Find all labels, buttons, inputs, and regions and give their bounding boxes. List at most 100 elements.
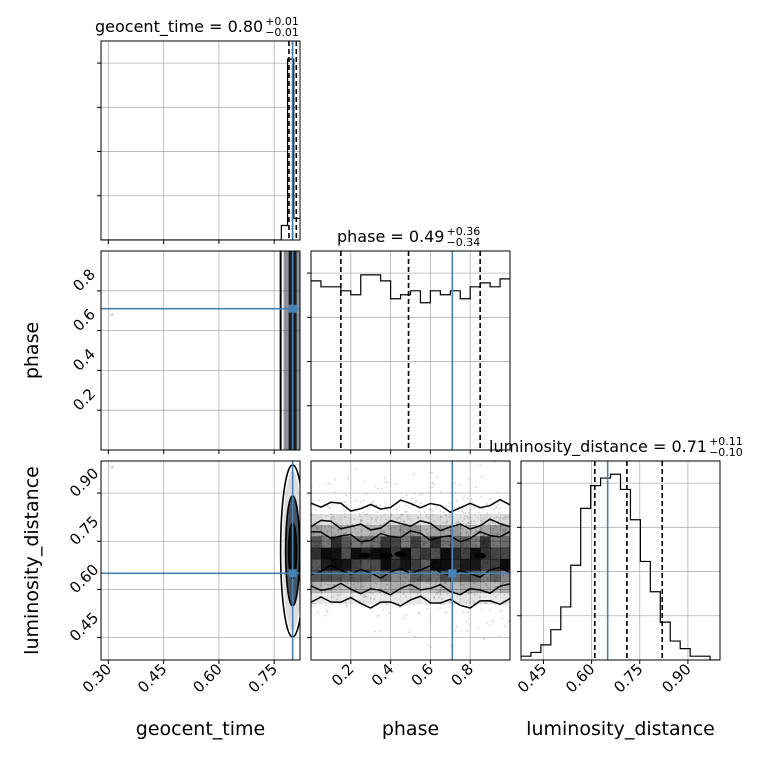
sample-point: [382, 530, 385, 532]
x-tick-label: 0.75: [610, 660, 646, 696]
contour-line: [311, 518, 510, 532]
sample-point: [408, 631, 410, 634]
sample-point: [498, 517, 501, 520]
sample-point: [458, 505, 460, 508]
sample-point: [507, 575, 510, 577]
contour-line: [311, 582, 510, 596]
sample-point: [403, 519, 406, 522]
sample-point: [504, 515, 507, 518]
density-cell: [490, 581, 501, 594]
panel-frame: [520, 460, 721, 661]
density-cell: [320, 513, 332, 526]
sample-point: [467, 534, 470, 536]
truth-marker: [448, 569, 457, 578]
density-cell: [460, 513, 471, 526]
sample-point: [455, 520, 458, 523]
sample-point: [469, 586, 472, 589]
sample-point: [362, 600, 365, 603]
sample-point: [362, 596, 365, 599]
density-cell: [360, 525, 372, 537]
density-cell: [460, 581, 471, 594]
density-cell: [490, 558, 501, 571]
sample-point: [331, 455, 333, 457]
y-tick-label: 0.2: [69, 385, 99, 415]
sample-point: [373, 597, 376, 600]
sample-point: [498, 507, 501, 510]
sample-point: [504, 529, 507, 532]
sample-point: [419, 529, 422, 532]
density-cell: [400, 581, 411, 594]
density-cell: [450, 513, 461, 526]
density-cell: [420, 570, 431, 582]
sample-point: [415, 526, 417, 529]
sample-point: [495, 516, 498, 519]
sample-point: [467, 592, 470, 595]
sample-point: [495, 585, 498, 588]
histogram-phase: [311, 274, 510, 304]
x-axis-label-geocent-time: geocent_time: [136, 718, 265, 740]
density-cell: [480, 570, 491, 582]
sample-point: [491, 522, 494, 525]
sample-point: [506, 516, 509, 519]
sample-point: [383, 593, 386, 595]
sample-point: [494, 524, 497, 527]
density-cell: [440, 525, 451, 537]
sample-point: [459, 581, 462, 584]
sample-point: [426, 607, 429, 610]
sample-point: [503, 517, 506, 520]
sample-point: [466, 630, 469, 633]
sample-point: [474, 514, 476, 517]
sample-point: [462, 611, 465, 614]
sample-point: [446, 519, 448, 522]
sample-point: [498, 635, 500, 638]
density-cell: [490, 513, 501, 526]
sample-point: [331, 503, 334, 506]
sample-point: [444, 581, 446, 584]
density-cell: [420, 525, 431, 537]
sample-point: [476, 590, 478, 593]
sample-point: [486, 512, 489, 515]
sample-point: [461, 497, 464, 500]
sample-point: [482, 637, 485, 640]
sample-point: [384, 481, 386, 483]
sample-point: [375, 520, 377, 523]
sample-point: [457, 520, 460, 523]
density-cell: [330, 536, 342, 549]
sample-point: [461, 520, 464, 523]
density-cell: [311, 592, 322, 605]
sample-point: [464, 512, 467, 515]
sample-point: [458, 601, 461, 604]
y-axis-label-phase: phase: [21, 322, 43, 379]
density-cell: [380, 592, 392, 605]
sample-point: [358, 513, 361, 515]
sample-point: [385, 590, 388, 593]
density-cell: [311, 581, 322, 594]
panel-frame: [100, 460, 301, 661]
sample-point: [470, 498, 473, 500]
sample-point: [383, 588, 386, 591]
sample-point: [345, 504, 348, 507]
sample-point: [338, 593, 341, 596]
sample-point: [443, 530, 445, 533]
sample-point: [385, 583, 388, 586]
density-cell: [430, 592, 441, 605]
density-cell: [490, 536, 501, 549]
sample-point: [344, 512, 347, 515]
sample-point: [470, 592, 473, 594]
sample-point: [427, 581, 429, 584]
density-cell: [420, 547, 431, 560]
sample-point: [505, 603, 507, 606]
sample-point: [501, 582, 504, 585]
sample-point: [370, 517, 373, 520]
sample-point: [401, 583, 404, 586]
density-cell: [490, 525, 501, 537]
sample-point: [313, 602, 316, 605]
density-cell: [430, 558, 441, 571]
sample-point: [389, 586, 392, 589]
density-cell: [370, 592, 382, 605]
density-cell: [320, 592, 332, 605]
sample-point: [427, 517, 430, 520]
sample-point: [396, 508, 398, 510]
density-cell: [311, 536, 322, 549]
sample-point: [504, 625, 507, 628]
